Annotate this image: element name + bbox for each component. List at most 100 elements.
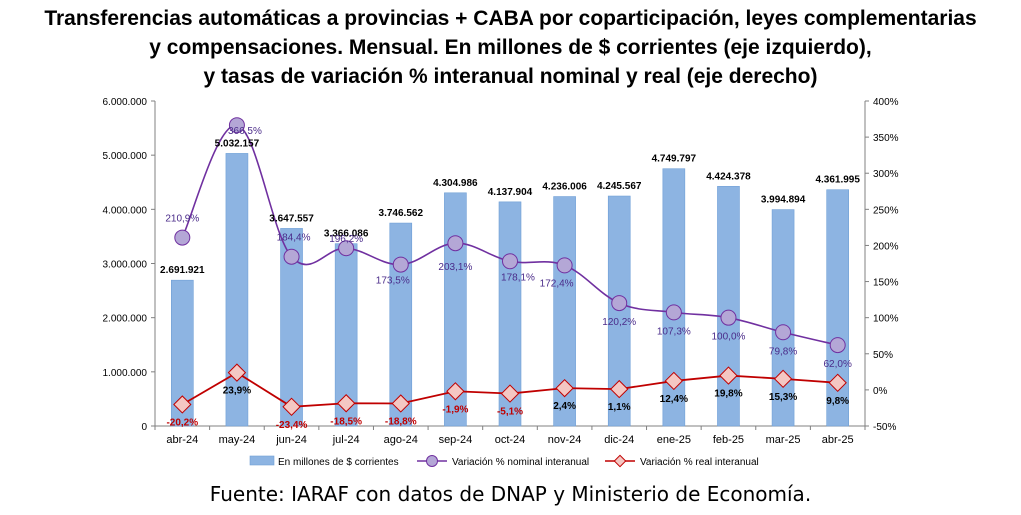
nominal-value-label: 172,4%: [540, 278, 574, 289]
nominal-point: [228, 117, 245, 134]
nominal-value-label: 210,9%: [165, 214, 199, 225]
left-axis-tick-label: 6.000.000: [103, 97, 148, 108]
left-axis-tick-label: 4.000.000: [103, 205, 148, 216]
bar: [553, 196, 576, 427]
bar-value-label: 4.245.567: [597, 181, 642, 192]
bar-value-label: 2.691.921: [160, 265, 205, 276]
bar: [389, 222, 413, 427]
nominal-value-label: 100,0%: [712, 332, 746, 343]
x-axis-tick-label: sep-24: [439, 434, 473, 446]
real-point: [773, 369, 793, 389]
bar-value-label: 4.236.006: [542, 182, 587, 193]
nominal-value-label: 173,5%: [376, 276, 410, 287]
x-axis-tick-label: nov-24: [548, 434, 582, 446]
nominal-point: [174, 229, 191, 246]
legend-bar-label: En millones de $ corrientes: [278, 457, 399, 468]
x-axis-tick-label: dic-24: [604, 434, 634, 446]
nominal-point: [338, 240, 355, 257]
nominal-point: [720, 309, 737, 326]
x-axis-tick-label: feb-25: [713, 434, 744, 446]
bar-value-label: 5.032.157: [215, 138, 260, 149]
nominal-point: [556, 257, 573, 274]
bar-value-label: 3.994.894: [761, 195, 806, 206]
source-note: Fuente: IARAF con datos de DNAP y Minist…: [209, 482, 812, 506]
bar-value-label: 4.749.797: [652, 154, 697, 165]
nominal-point: [611, 295, 628, 312]
x-axis-tick-label: abr-24: [166, 434, 198, 446]
bar: [280, 228, 303, 427]
nominal-point: [502, 253, 518, 270]
nominal-value-label: 62,0%: [824, 359, 852, 370]
real-value-label: 15,3%: [769, 392, 797, 403]
x-axis-tick-label: ene-25: [657, 434, 691, 446]
right-axis-tick-label: 350%: [873, 133, 899, 144]
right-axis-tick-label: 0%: [873, 386, 888, 397]
legend-bar-swatch: [249, 455, 275, 466]
bar-value-label: 4.137.904: [488, 187, 533, 198]
nominal-value-label: 203,1%: [438, 262, 472, 273]
real-point: [446, 382, 465, 401]
real-value-label: -1,9%: [442, 404, 468, 415]
real-point: [719, 366, 738, 385]
nominal-point: [665, 304, 682, 321]
nominal-value-label: 79,8%: [769, 346, 797, 357]
x-axis-tick-label: may-24: [219, 434, 256, 446]
legend-real-label: Variación % real interanual: [640, 457, 759, 468]
bar: [826, 189, 849, 427]
left-axis-tick-label: 3.000.000: [103, 260, 148, 271]
nominal-value-label: 184,4%: [277, 233, 311, 244]
nominal-point: [283, 248, 300, 265]
nominal-point: [447, 235, 464, 252]
legend-nominal-marker: [426, 455, 438, 467]
left-axis-tick-label: 2.000.000: [103, 314, 148, 325]
real-point: [227, 363, 247, 382]
real-point: [828, 373, 847, 393]
x-axis-tick-label: ago-24: [384, 434, 418, 446]
bar: [225, 153, 249, 427]
real-value-label: -20,2%: [166, 417, 198, 428]
x-axis-tick-label: jul-24: [332, 434, 360, 446]
right-axis-tick-label: 200%: [873, 241, 899, 252]
combo-chart: 0 1.000.000 2.000.000 3.000.000 4.000.000 5.0…: [103, 97, 899, 468]
bar-value-label: 4.424.378: [706, 171, 751, 182]
nominal-value-label: 178,1%: [501, 272, 535, 283]
right-axis-tick-label: 150%: [873, 278, 899, 289]
real-value-label: -18,8%: [385, 416, 417, 427]
x-axis-tick-label: mar-25: [766, 434, 801, 446]
right-axis-tick-label: 250%: [873, 205, 899, 216]
real-point: [391, 394, 410, 413]
legend-nominal-label: Variación % nominal interanual: [452, 457, 589, 468]
real-value-label: -5,1%: [497, 407, 523, 418]
nominal-value-label: 107,3%: [657, 326, 691, 337]
left-axis-tick-label: 1.000.000: [103, 368, 148, 379]
x-axis-tick-label: abr-25: [822, 434, 854, 446]
real-value-label: -18,5%: [330, 416, 362, 427]
real-point: [500, 384, 520, 403]
chart-title-line-1: Transferencias automáticas a provincias …: [44, 7, 977, 30]
real-value-label: 2,4%: [553, 401, 576, 412]
real-point: [336, 394, 356, 413]
left-axis-tick-label: 5.000.000: [103, 151, 148, 162]
bar: [771, 209, 795, 427]
nominal-value-label: 196,2%: [329, 234, 363, 245]
real-value-label: 19,8%: [714, 389, 742, 400]
bar-value-label: 3.746.562: [379, 208, 424, 219]
bar-value-label: 3.366.086: [324, 229, 369, 240]
right-axis-tick-label: 300%: [873, 169, 899, 180]
bar-value-label: 4.304.986: [433, 178, 478, 189]
chart-title-line-2: y compensaciones. Mensual. En millones d…: [149, 36, 872, 59]
right-axis-tick-label: 400%: [873, 97, 899, 108]
bar: [662, 168, 686, 427]
chart-title-line-3: y tasas de variación % interanual nomina…: [203, 65, 818, 88]
bar: [444, 192, 467, 427]
nominal-value-label: 366,5%: [228, 126, 262, 137]
nominal-value-label: 120,2%: [602, 317, 636, 328]
right-axis-tick-label: 100%: [873, 314, 899, 325]
nominal-point: [775, 324, 792, 341]
chart-title: Transferencias automáticas a provincias …: [0, 4, 1021, 91]
nominal-series-line: [181, 124, 838, 346]
bar-value-label: 3.647.557: [269, 213, 314, 224]
real-value-label: 23,9%: [223, 386, 251, 397]
nominal-point: [392, 256, 409, 273]
legend-real-marker: [613, 454, 627, 468]
